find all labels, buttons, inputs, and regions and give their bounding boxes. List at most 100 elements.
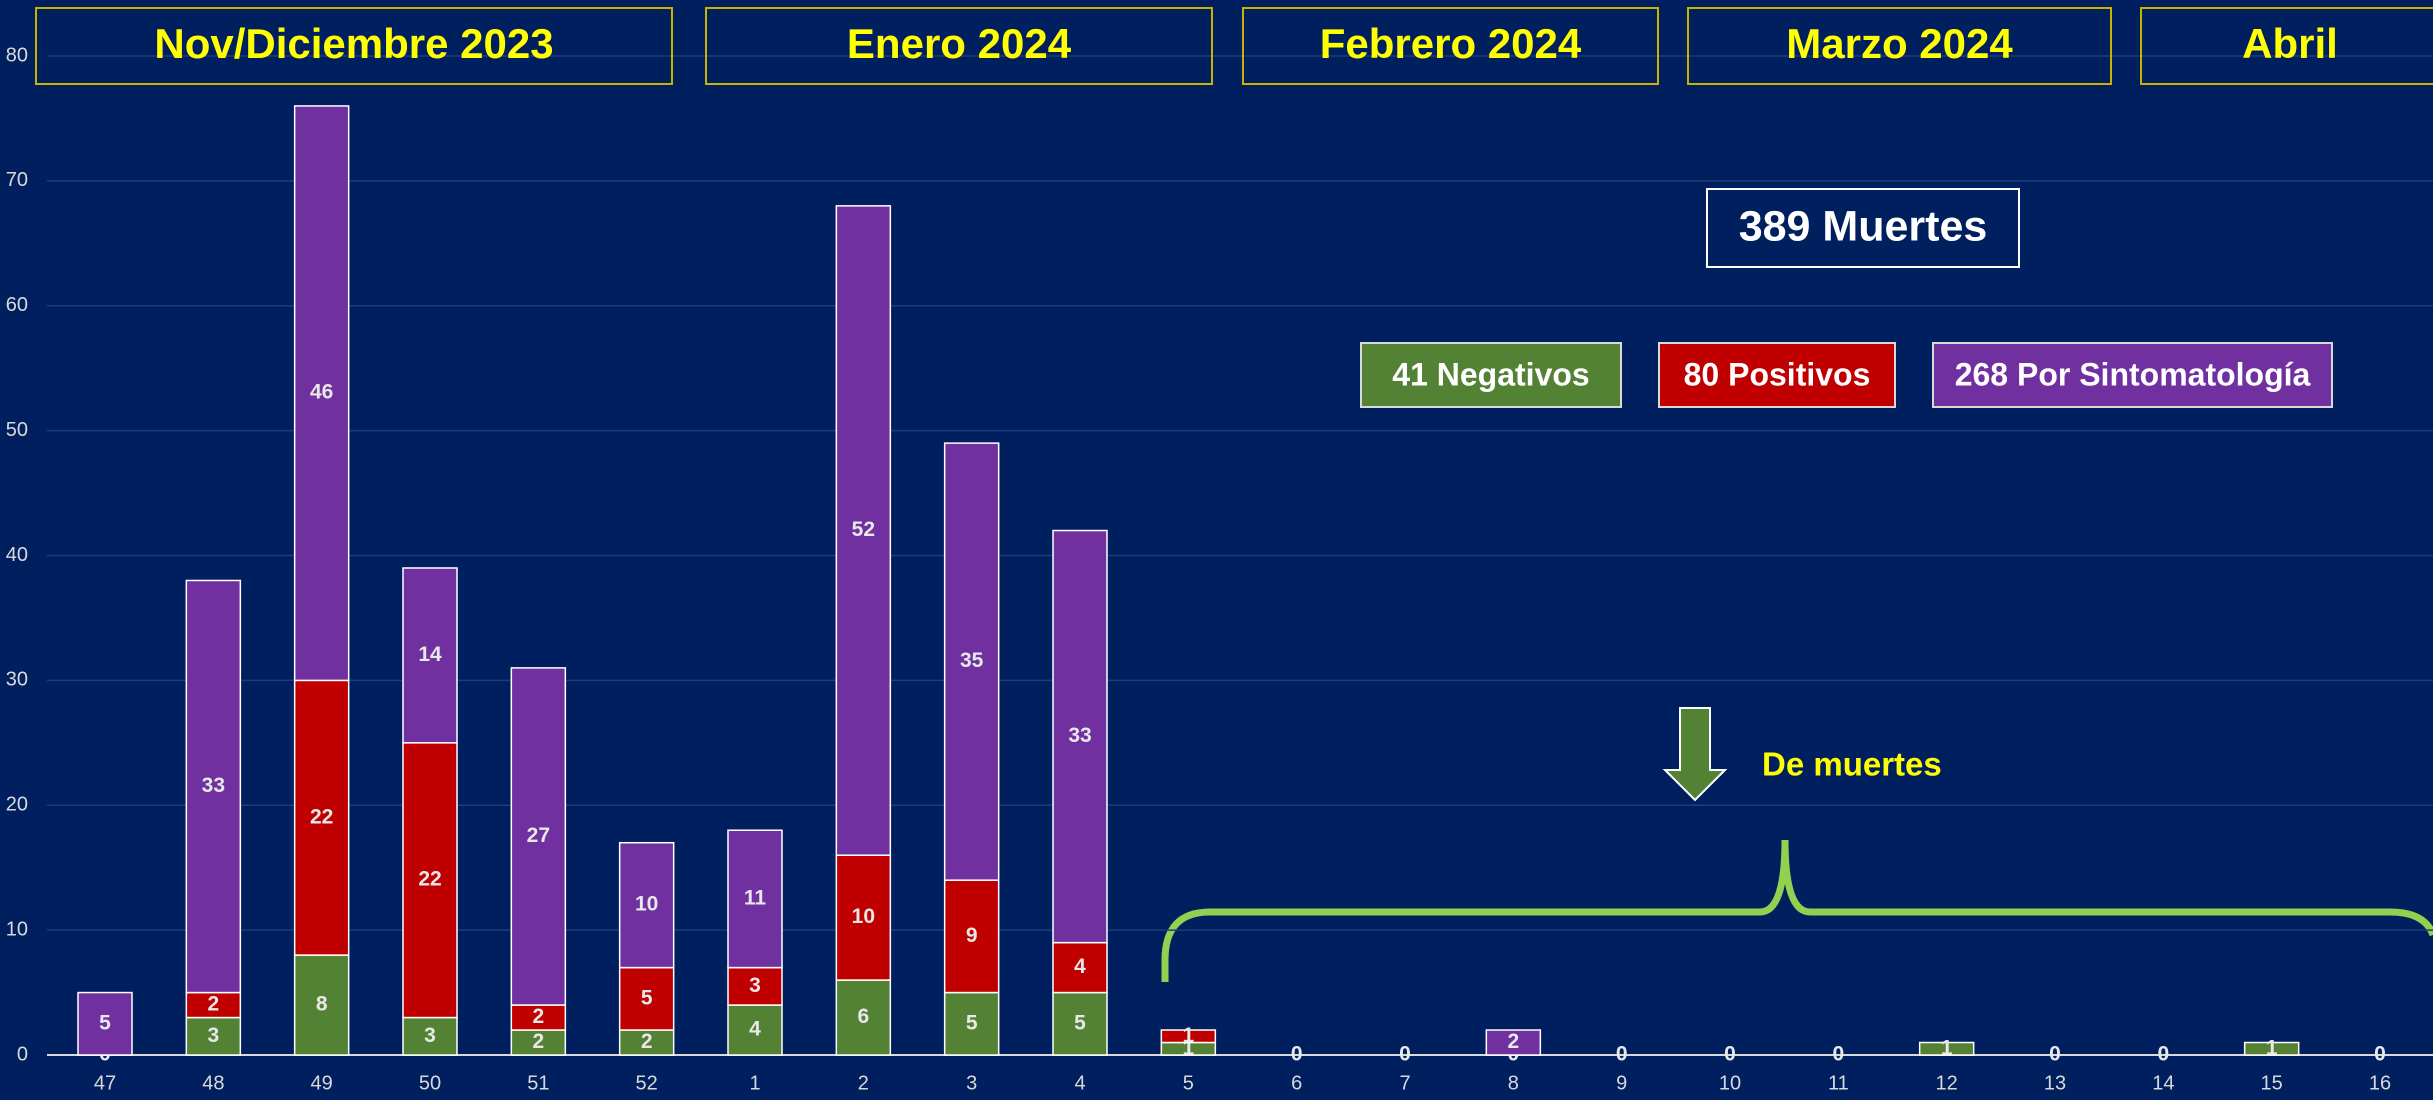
data-label: 33 [1068,724,1091,747]
x-tick-label: 7 [1399,1072,1410,1094]
data-label: 0 [2049,1043,2061,1066]
data-label: 3 [749,974,761,997]
x-tick-label: 47 [94,1072,116,1094]
period-label: Febrero 2024 [1320,20,1582,67]
data-label: 5 [99,1011,111,1034]
data-label: 6 [857,1005,869,1028]
period-label: Enero 2024 [847,20,1072,67]
bar-segment [943,442,1000,881]
data-label: 5 [641,986,653,1009]
data-label: 0 [2157,1043,2169,1066]
period-label: Abril [2242,20,2338,67]
x-tick-label: 6 [1291,1072,1302,1094]
bar-segment [1485,1029,1542,1056]
bar-segment [835,854,892,981]
period-box [35,7,673,85]
x-tick-label: 52 [636,1072,658,1094]
data-label: 2 [532,1030,544,1053]
bar-segment [835,205,892,856]
data-label: 22 [310,805,333,828]
bar-segment [618,841,675,969]
data-label: 2 [1507,1030,1519,1053]
bar-segment [510,1004,567,1031]
data-label: 27 [527,824,550,847]
bar-segment [727,966,783,1006]
bar-segment [510,667,567,1006]
data-label: 4 [749,1018,761,1041]
y-tick-label: 60 [6,294,28,316]
data-label: 5 [1074,1011,1086,1034]
y-tick-label: 40 [6,544,28,566]
x-tick-label: 11 [1828,1072,1849,1094]
data-label: 2 [532,1005,544,1028]
bar-segment [618,966,675,1031]
bar-segment [402,567,458,744]
x-tick-label: 16 [2369,1072,2391,1094]
data-label: 52 [852,518,875,541]
data-label: 0 [1399,1043,1411,1066]
bar-segment [727,1004,783,1056]
data-label: 10 [852,905,875,928]
y-tick-label: 50 [6,419,28,441]
annotation-brace: De muertes [1161,707,2433,982]
x-tick-label: 9 [1616,1072,1627,1094]
x-tick-label: 4 [1074,1072,1085,1094]
data-label: 9 [966,924,978,947]
data-label: 4 [1074,955,1086,978]
legend-swatch [1932,342,2333,408]
bar-segment [943,879,1000,994]
data-label: 0 [1616,1043,1628,1066]
x-tick-label: 2 [858,1072,869,1094]
bar-segment [185,579,242,994]
data-label: 2 [207,993,219,1016]
bar-segment [1052,529,1108,944]
y-tick-label: 0 [17,1043,28,1065]
period-label: Nov/Diciembre 2023 [154,20,553,67]
total-box [1706,188,2020,268]
bar-segment [77,991,133,1056]
bar-segment [618,1029,675,1056]
annotation: De muertes [1762,746,1942,783]
x-tick-label: 13 [2044,1072,2066,1094]
x-tick-label: 50 [419,1072,441,1094]
data-label: 33 [202,774,225,797]
x-tick-label: 12 [1936,1072,1958,1094]
data-label: 46 [310,381,333,404]
x-tick-label: 5 [1183,1072,1194,1094]
data-label: 0 [1832,1043,1844,1066]
bar-segment [1160,1029,1217,1044]
x-tick-label: 3 [966,1072,977,1094]
data-label: 10 [635,893,658,916]
x-tick-label: 48 [202,1072,224,1094]
bar-segment [510,1029,567,1056]
legend-label: 268 Por Sintomatología [1955,356,2311,392]
brace [1161,839,2433,982]
y-tick-label: 20 [6,794,28,816]
bar-segment [402,742,458,1019]
data-label: 14 [418,643,442,666]
legend-label: 41 Negativos [1392,356,1589,392]
arrow [1662,707,1728,802]
data-label: 2 [641,1030,653,1053]
bar-segment [943,991,1000,1056]
data-label: 0 [2374,1043,2386,1066]
bar-segment [2243,1041,2300,1056]
data-label: 3 [424,1024,436,1047]
bar-segment [1052,941,1108,994]
period-label: Marzo 2024 [1786,20,2013,67]
y-tick-label: 30 [6,669,28,691]
data-label: 11 [744,886,767,909]
bar-segment [293,954,350,1056]
period-box [1687,7,2112,85]
data-label: 3 [207,1024,219,1047]
x-tick-label: 49 [311,1072,333,1094]
data-label: 35 [960,649,984,672]
legend-swatch [1360,342,1622,408]
period-box [1242,7,1659,85]
y-tick-label: 80 [6,44,28,66]
total-label: 389 Muertes [1739,202,1988,250]
bar-segment [293,679,350,956]
bar-segment [293,105,350,682]
y-tick-label: 70 [6,169,28,191]
